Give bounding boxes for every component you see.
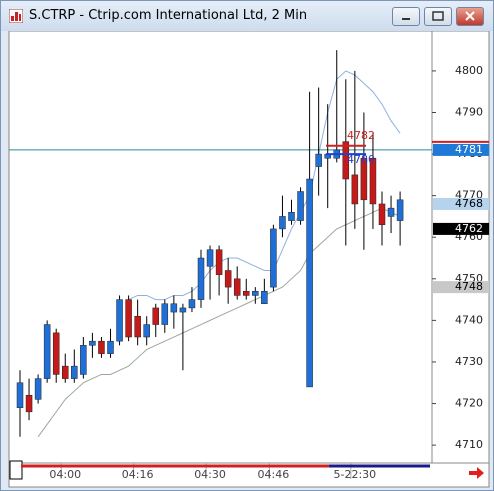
price-marker-label: 4781 — [455, 143, 483, 156]
candle-body — [98, 340, 105, 354]
candle-body — [62, 365, 69, 379]
candle-body — [315, 153, 322, 167]
x-tick-label: 04:00 — [49, 468, 81, 481]
candle-body — [279, 216, 286, 230]
window-title: S.CTRP - Ctrip.com International Ltd, 2 … — [29, 8, 308, 23]
price-marker — [433, 197, 489, 210]
corner-box[interactable] — [9, 460, 23, 480]
candle-body — [351, 174, 359, 205]
x-tick-label: 5-22:30 — [334, 468, 377, 481]
y-tick-label: 4740 — [455, 313, 483, 326]
price-marker-label: 4768 — [455, 197, 483, 210]
x-tick-label: 04:46 — [258, 468, 290, 481]
candle-body — [369, 157, 377, 205]
app-icon — [9, 9, 23, 23]
scroll-arrow[interactable] — [469, 467, 484, 479]
candle-body — [16, 382, 24, 408]
candle-body — [170, 303, 178, 313]
price-marker — [433, 222, 489, 235]
chart: 4710472047304740475047604770478047904800… — [8, 31, 490, 488]
candle-body — [243, 291, 250, 296]
x-tick-label: 04:16 — [122, 468, 154, 481]
candle-body — [188, 299, 196, 309]
candle-body — [206, 249, 214, 267]
candle-body — [143, 324, 150, 338]
candle-body — [197, 257, 205, 300]
candle-body — [89, 340, 96, 346]
candle-body — [134, 315, 141, 338]
y-tick-label: 4710 — [455, 438, 483, 451]
candle-body — [360, 157, 368, 201]
price-marker — [433, 281, 489, 294]
price-axis — [431, 31, 490, 464]
candle-body — [215, 249, 223, 275]
price-marker — [433, 143, 489, 156]
candle-body — [52, 332, 60, 375]
candle-body — [25, 394, 33, 413]
maximize-button[interactable] — [424, 7, 452, 26]
title-bar: S.CTRP - Ctrip.com International Ltd, 2 … — [1, 1, 493, 31]
candle-body — [270, 228, 277, 288]
y-tick-label: 4800 — [455, 64, 483, 77]
candle-body — [107, 340, 114, 354]
annotation-label: 4782 — [347, 129, 375, 142]
candle-body — [125, 299, 132, 338]
candle-body — [71, 365, 78, 379]
candle-body — [233, 278, 241, 296]
candle-body — [261, 291, 268, 305]
y-tick-label: 4720 — [455, 397, 483, 410]
price-marker-label: 4762 — [455, 222, 483, 235]
candle-body — [116, 299, 123, 342]
close-button[interactable] — [456, 7, 484, 26]
y-tick-label: 4730 — [455, 355, 483, 368]
plot-area — [8, 31, 433, 464]
candle-body — [378, 203, 386, 226]
candle-body — [396, 199, 404, 221]
price-marker-label: 4748 — [455, 280, 483, 293]
x-tick-label: 04:30 — [194, 468, 226, 481]
candle-body — [297, 191, 304, 221]
candle-body — [161, 303, 169, 325]
annotation-label: 4780 — [347, 153, 375, 166]
minimize-button[interactable] — [392, 7, 420, 26]
candle-body — [179, 307, 187, 313]
candle-body — [387, 207, 395, 217]
candle-body — [224, 270, 232, 288]
candle-body — [34, 378, 42, 400]
overlay-line — [37, 207, 401, 438]
candle-body — [252, 291, 259, 296]
candle-body — [80, 345, 87, 375]
candle-body — [152, 307, 159, 325]
candle-body — [43, 324, 51, 379]
candle-body — [342, 141, 350, 180]
candle-body — [306, 178, 313, 388]
y-tick-label: 4790 — [455, 105, 483, 118]
candle-body — [288, 212, 295, 221]
